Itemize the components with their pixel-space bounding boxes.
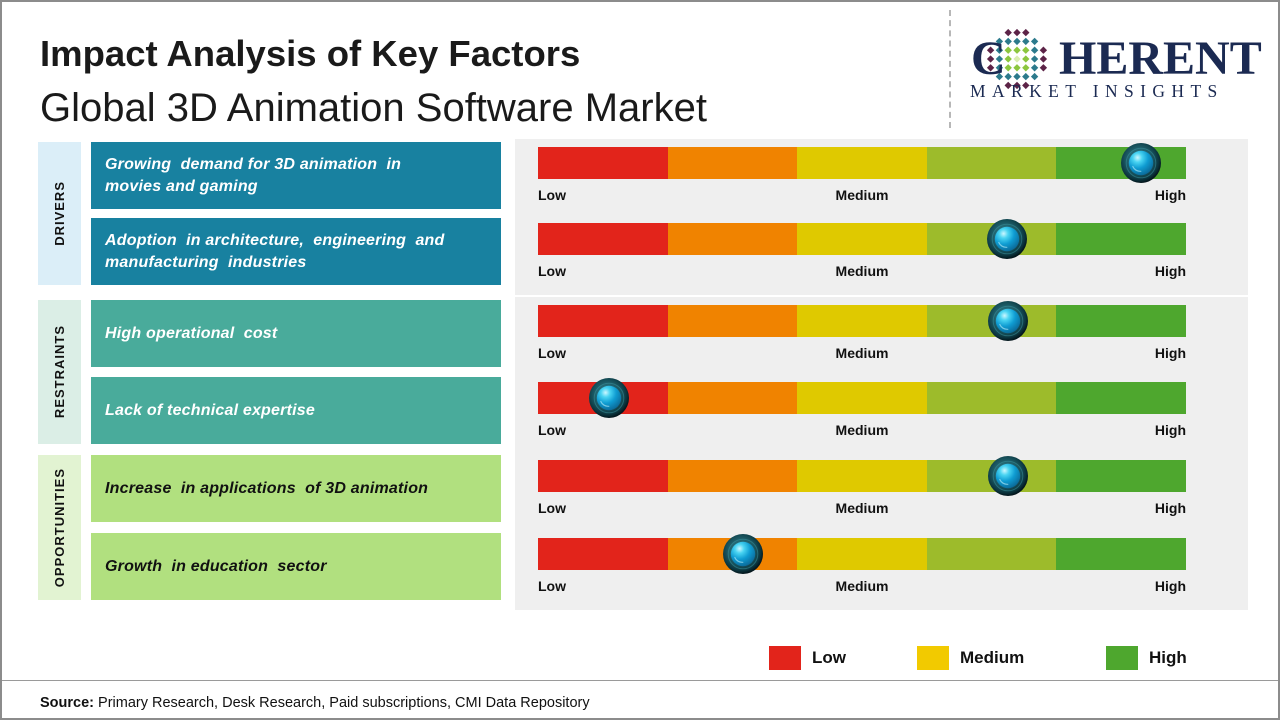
svg-text:MARKET INSIGHTS: MARKET INSIGHTS xyxy=(970,81,1224,101)
svg-text:C: C xyxy=(971,32,1006,85)
svg-text:HERENT: HERENT xyxy=(1059,32,1262,85)
